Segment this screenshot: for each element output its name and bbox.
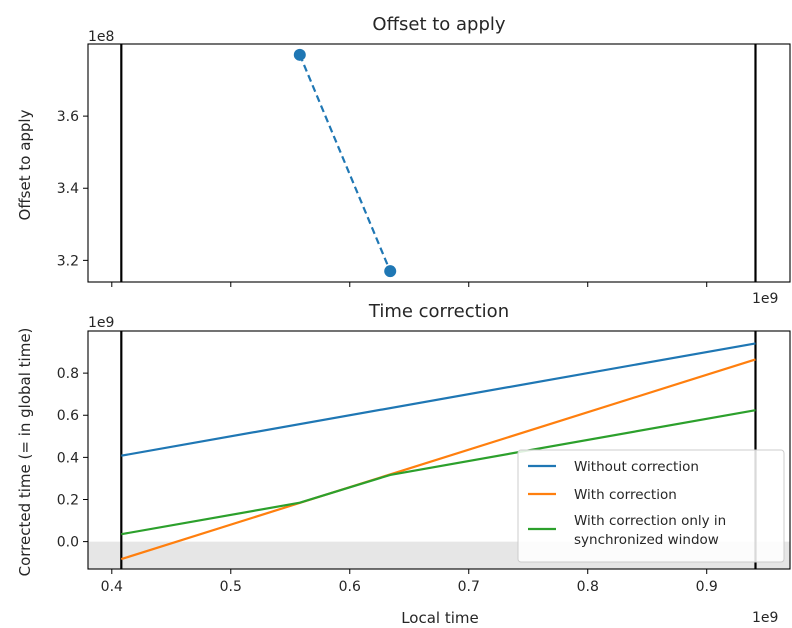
legend-label-2: With correction only in synchronized wind… xyxy=(574,513,726,548)
offset-data-point-1 xyxy=(384,265,397,278)
legend-box xyxy=(517,449,785,563)
offset-y-multiplier: 1e8 xyxy=(88,29,114,45)
time-correction-series-line-2 xyxy=(121,409,756,536)
time-correction-x-tick-label-3: 0.7 xyxy=(458,579,480,595)
time-correction-x-tick-label-5: 0.9 xyxy=(696,579,718,595)
time-correction-x-axis-label: Local time xyxy=(401,609,479,627)
time-correction-x-tick-label-2: 0.6 xyxy=(339,579,361,595)
time-correction-x-tick-label-4: 0.8 xyxy=(577,579,599,595)
legend-label-0: Without correction xyxy=(574,459,699,475)
time-correction-chart: Time correction 1e9 1e9 Local time Corre… xyxy=(16,301,791,627)
offset-y-tick-label-0: 3.2 xyxy=(57,253,79,269)
offset-series-line-0 xyxy=(298,54,392,272)
time-correction-y-tick-label-1: 0.2 xyxy=(57,492,79,508)
legend-label-1: With correction xyxy=(574,487,677,503)
offset-y-tick-label-1: 3.4 xyxy=(57,181,79,197)
time-correction-x-tick-label-0: 0.4 xyxy=(101,579,123,595)
time-correction-y-tick-label-0: 0.0 xyxy=(57,535,79,551)
offset-y-axis-label: Offset to apply xyxy=(16,109,34,220)
time-correction-chart-title: Time correction xyxy=(368,301,509,322)
time-correction-series-line-0 xyxy=(121,342,756,457)
time-correction-y-tick-label-3: 0.6 xyxy=(57,408,79,424)
time-correction-y-tick-label-4: 0.8 xyxy=(57,366,79,382)
offset-y-tick-label-2: 3.6 xyxy=(57,109,79,125)
time-correction-series-line-1 xyxy=(120,358,756,561)
offset-data-point-0 xyxy=(293,48,306,61)
time-correction-x-tick-label-1: 0.5 xyxy=(220,579,242,595)
offset-chart-title: Offset to apply xyxy=(372,14,505,35)
time-correction-axes-frame xyxy=(87,330,791,570)
time-correction-y-axis-label: Corrected time (= in global time) xyxy=(16,328,34,577)
offset-axes-frame xyxy=(87,43,791,283)
offset-chart: Offset to apply 1e8 1e9 Offset to apply … xyxy=(16,14,791,307)
time-correction-x-multiplier: 1e9 xyxy=(752,610,778,626)
offset-x-multiplier: 1e9 xyxy=(752,291,778,307)
time-correction-y-tick-label-2: 0.4 xyxy=(57,450,79,466)
time-correction-y-multiplier: 1e9 xyxy=(88,315,114,331)
